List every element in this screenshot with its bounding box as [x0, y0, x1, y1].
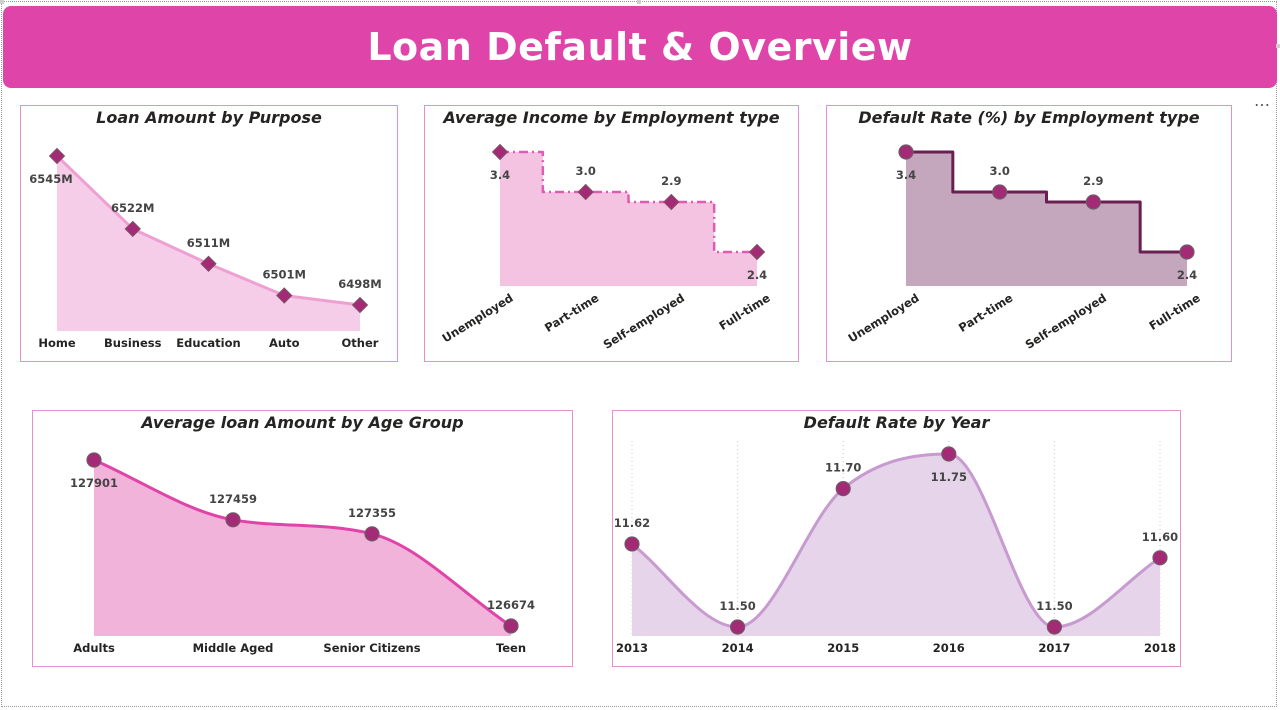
data-point-marker	[351, 296, 369, 314]
default-employment-card[interactable]: Default Rate (%) by Employment type 3.4 3…	[826, 105, 1232, 362]
x-axis-tick-label: 2015	[827, 641, 859, 655]
series-line	[906, 150, 1187, 254]
x-axis-tick-label: Adults	[73, 641, 115, 655]
header-banner: Loan Default & Overview	[3, 6, 1277, 88]
data-label: 3.0	[575, 164, 595, 178]
data-point-marker	[48, 147, 66, 165]
data-point-marker	[491, 143, 509, 161]
data-point-marker	[364, 526, 380, 542]
x-axis-tick-label: Senior Citizens	[323, 641, 420, 655]
income-chart: 3.4 3.0 2.9 2.4 Unemployed Part-time Self-empl…	[440, 143, 773, 352]
income-card[interactable]: Average Income by Employment type 3.4 3.0…	[424, 105, 799, 362]
resize-handle[interactable]	[0, 0, 4, 4]
x-axis-tick-label: Education	[176, 336, 240, 350]
data-point-marker	[729, 619, 746, 635]
data-point-marker	[200, 255, 217, 272]
data-label: 11.75	[931, 470, 967, 484]
data-point-marker	[225, 512, 241, 528]
age-chart: 127901 127459 127355 126674 Adults Middle Age…	[70, 452, 535, 655]
data-label: 11.60	[1142, 530, 1178, 544]
income-chart-title: Average Income by Employment type	[443, 108, 780, 127]
data-point-marker	[503, 618, 519, 634]
data-label: 3.4	[490, 168, 510, 182]
series-line	[500, 150, 757, 254]
data-point-marker	[898, 144, 914, 160]
purpose-chart: 6545M 6522M 6511M 6501M 6498M Home Business Edu…	[29, 147, 382, 350]
x-axis-tick-label: Self-employed	[1023, 291, 1109, 352]
data-label: 2.9	[1083, 174, 1103, 188]
x-axis-tick-label: Middle Aged	[193, 641, 274, 655]
area-fill	[632, 454, 1160, 636]
data-label: 11.50	[1036, 599, 1072, 613]
data-label: 6501M	[263, 267, 306, 281]
area-fill	[906, 152, 1187, 286]
data-point-marker	[1046, 619, 1062, 635]
x-axis-tick-label: Unemployed	[846, 291, 922, 346]
data-label: 127355	[348, 506, 396, 520]
x-axis-tick-label: Business	[104, 336, 162, 350]
data-label: 6511M	[187, 236, 230, 250]
data-label: 127459	[209, 492, 257, 506]
resize-handle[interactable]	[637, 0, 641, 4]
data-point-marker	[663, 193, 680, 211]
default-employment-chart-title: Default Rate (%) by Employment type	[858, 108, 1200, 127]
data-label: 11.50	[719, 599, 755, 613]
data-label: 2.4	[747, 268, 767, 282]
area-fill	[94, 460, 511, 636]
data-point-marker	[941, 446, 957, 462]
data-point-marker	[86, 452, 102, 468]
purpose-chart-title: Loan Amount by Purpose	[96, 108, 322, 127]
area-fill	[500, 152, 757, 286]
year-chart-title: Default Rate by Year	[803, 413, 990, 432]
data-point-marker	[835, 480, 851, 497]
data-label: 6545M	[29, 172, 72, 186]
area-fill	[57, 156, 360, 331]
data-label: 3.4	[896, 168, 916, 182]
x-axis-tick-label: Auto	[269, 336, 300, 350]
x-axis-tick-label: 2014	[722, 641, 754, 655]
age-chart-title: Average loan Amount by Age Group	[141, 413, 464, 432]
data-label: 6498M	[338, 277, 381, 291]
x-axis-tick-label: Other	[342, 336, 379, 350]
data-point-marker	[1085, 194, 1101, 210]
more-options-icon[interactable]: …	[1254, 91, 1271, 110]
x-axis-tick-label: Teen	[496, 641, 526, 655]
data-label: 3.0	[989, 164, 1009, 178]
year-card[interactable]: Default Rate by Year 11.62 11.50 11.70 11.7…	[612, 410, 1181, 667]
series-line	[93, 458, 512, 628]
data-label: 2.4	[1177, 268, 1197, 282]
data-point-marker	[748, 243, 766, 261]
x-axis-tick-label: Full-time	[717, 291, 773, 333]
data-label: 2.9	[661, 174, 681, 188]
x-axis-tick-label: 2016	[933, 641, 965, 655]
data-point-marker	[1152, 550, 1168, 566]
year-chart: 11.62 11.50 11.70 11.75 11.50 11.60 2013 2014 20…	[614, 441, 1178, 655]
age-card[interactable]: Average loan Amount by Age Group 127901 1…	[32, 410, 573, 667]
x-axis-tick-label: 2018	[1144, 641, 1176, 655]
x-axis-tick-label: 2017	[1038, 641, 1070, 655]
data-label: 6522M	[111, 201, 154, 215]
x-axis-tick-label: Full-time	[1147, 291, 1203, 333]
default-employment-chart: 3.4 3.0 2.9 2.4 Unemployed Part-time Self-empl…	[846, 144, 1203, 352]
data-label: 11.62	[614, 516, 650, 530]
data-point-marker	[992, 184, 1008, 200]
data-point-marker	[276, 287, 293, 304]
data-point-marker	[577, 183, 594, 201]
x-axis-tick-label: Part-time	[956, 291, 1015, 335]
x-axis-tick-label: Home	[38, 336, 76, 350]
x-axis-tick-label: Self-employed	[601, 291, 687, 352]
data-point-marker	[124, 220, 141, 238]
data-label: 127901	[70, 476, 118, 490]
x-axis-tick-label: 2013	[616, 641, 648, 655]
data-point-marker	[624, 536, 640, 552]
page-title: Loan Default & Overview	[367, 25, 913, 69]
x-axis-tick-label: Part-time	[542, 291, 601, 335]
purpose-card[interactable]: Loan Amount by Purpose 6545M 6522M 6511M 65…	[20, 105, 398, 362]
resize-handle[interactable]	[1276, 44, 1280, 48]
data-point-marker	[1179, 244, 1195, 260]
data-label: 126674	[487, 598, 535, 612]
data-label: 11.70	[825, 461, 861, 475]
x-axis-tick-label: Unemployed	[440, 291, 516, 346]
